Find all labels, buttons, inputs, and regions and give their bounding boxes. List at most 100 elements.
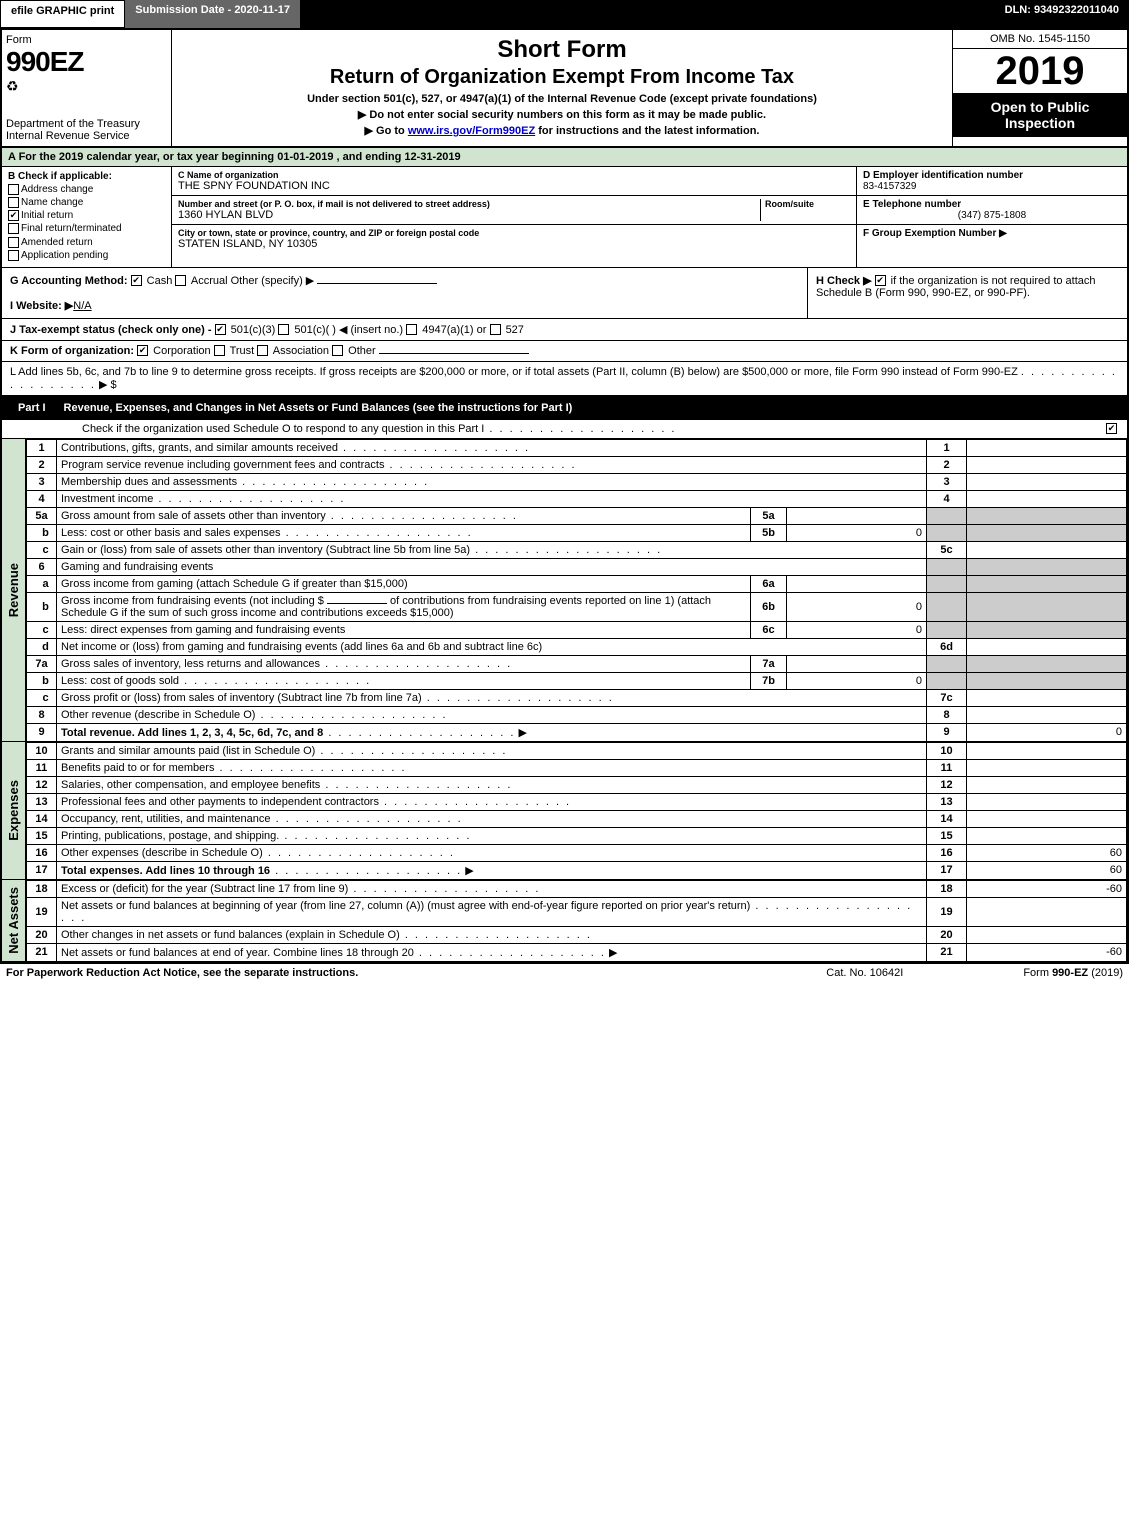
revenue-label: Revenue [6, 563, 21, 617]
g-accrual: Accrual [191, 275, 228, 287]
checkbox-icon[interactable] [8, 250, 19, 261]
line-amount [967, 793, 1127, 810]
line-num: c [27, 541, 57, 558]
inline-ref: 5a [751, 507, 787, 524]
k-assoc: Association [273, 345, 329, 357]
form-outer: Form 990EZ ♻ Department of the Treasury … [0, 28, 1129, 964]
shaded-cell [967, 655, 1127, 672]
line-num: 16 [27, 844, 57, 861]
checkbox-icon[interactable] [490, 324, 501, 335]
checkbox-icon[interactable] [214, 345, 225, 356]
line-2: 2Program service revenue including gover… [27, 456, 1127, 473]
period-end: 12-31-2019 [404, 151, 460, 163]
check-initial-return[interactable]: Initial return [8, 210, 165, 221]
topbar-spacer [300, 0, 995, 28]
check-address-change[interactable]: Address change [8, 184, 165, 195]
check-label: Initial return [21, 210, 73, 221]
checkbox-icon[interactable] [278, 324, 289, 335]
efile-tab[interactable]: efile GRAPHIC print [0, 0, 125, 28]
section-l: L Add lines 5b, 6c, and 7b to line 9 to … [2, 362, 1127, 396]
line-amount [967, 776, 1127, 793]
line-desc: Total expenses. Add lines 10 through 16 … [57, 861, 927, 879]
line-desc: Membership dues and assessments [57, 473, 927, 490]
section-h: H Check ▶ if the organization is not req… [807, 268, 1127, 318]
part-1-header: Part I Revenue, Expenses, and Changes in… [2, 396, 1127, 420]
line-num: 8 [27, 706, 57, 723]
tax-year: 2019 [953, 49, 1127, 93]
form-label: Form [6, 34, 167, 46]
net-assets-label: Net Assets [6, 887, 21, 954]
line-desc: Gross sales of inventory, less returns a… [57, 655, 751, 672]
line-num: c [27, 689, 57, 706]
dept-label: Department of the Treasury [6, 118, 167, 130]
title-main: Return of Organization Exempt From Incom… [182, 66, 942, 89]
line-6b: bGross income from fundraising events (n… [27, 592, 1127, 621]
omb-number: OMB No. 1545-1150 [953, 30, 1127, 49]
section-k: K Form of organization: Corporation Trus… [2, 341, 1127, 362]
line-amount [967, 439, 1127, 456]
check-application-pending[interactable]: Application pending [8, 250, 165, 261]
checkbox-icon[interactable] [8, 197, 19, 208]
g-cash: Cash [147, 275, 173, 287]
inline-ref: 7b [751, 672, 787, 689]
line-amount [967, 541, 1127, 558]
line-ref: 14 [927, 810, 967, 827]
entity-block: B Check if applicable: Address change Na… [2, 167, 1127, 268]
line-num: 10 [27, 742, 57, 759]
checkbox-icon[interactable] [175, 275, 186, 286]
inline-val [787, 575, 927, 592]
checkbox-icon[interactable] [257, 345, 268, 356]
header-right: OMB No. 1545-1150 2019 Open to Public In… [952, 30, 1127, 146]
line-6c: cLess: direct expenses from gaming and f… [27, 621, 1127, 638]
line-desc: Contributions, gifts, grants, and simila… [57, 439, 927, 456]
line-9: 9Total revenue. Add lines 1, 2, 3, 4, 5c… [27, 723, 1127, 741]
submission-date-tab: Submission Date - 2020-11-17 [125, 0, 300, 28]
checkbox-icon[interactable] [215, 324, 226, 335]
top-bar: efile GRAPHIC print Submission Date - 20… [0, 0, 1129, 28]
j-527: 527 [506, 324, 524, 336]
g-other-input[interactable] [317, 283, 437, 284]
line-ref: 1 [927, 439, 967, 456]
line-7c: cGross profit or (loss) from sales of in… [27, 689, 1127, 706]
irs-link[interactable]: www.irs.gov/Form990EZ [408, 125, 535, 137]
line-amount [967, 473, 1127, 490]
line-num: 12 [27, 776, 57, 793]
check-final-return[interactable]: Final return/terminated [8, 223, 165, 234]
line-num: 13 [27, 793, 57, 810]
line-amount [967, 810, 1127, 827]
check-amended-return[interactable]: Amended return [8, 237, 165, 248]
section-b: B Check if applicable: Address change Na… [2, 167, 172, 267]
checkbox-icon[interactable] [332, 345, 343, 356]
check-label: Final return/terminated [21, 224, 122, 235]
line-4: 4Investment income4 [27, 490, 1127, 507]
checkbox-icon[interactable] [8, 184, 19, 195]
shaded-cell [927, 575, 967, 592]
dln-label: DLN: 93492322011040 [995, 0, 1129, 28]
line-10: 10Grants and similar amounts paid (list … [27, 742, 1127, 759]
d-label: D Employer identification number [863, 170, 1121, 181]
checkbox-icon[interactable] [406, 324, 417, 335]
line-num: 21 [27, 943, 57, 961]
checkbox-icon[interactable] [1106, 423, 1117, 434]
checkbox-icon[interactable] [875, 275, 886, 286]
checkbox-icon[interactable] [131, 275, 142, 286]
line-ref: 6d [927, 638, 967, 655]
inline-val: 0 [787, 621, 927, 638]
line-desc: Professional fees and other payments to … [57, 793, 927, 810]
phone: (347) 875-1808 [863, 210, 1121, 221]
line-desc: Program service revenue including govern… [57, 456, 927, 473]
org-name: THE SPNY FOUNDATION INC [178, 180, 850, 192]
k-other-input[interactable] [379, 353, 529, 354]
checkbox-icon[interactable] [8, 223, 19, 234]
inline-ref: 6a [751, 575, 787, 592]
checkbox-icon[interactable] [137, 345, 148, 356]
section-g: G Accounting Method: Cash Accrual Other … [2, 268, 807, 318]
line-num: 4 [27, 490, 57, 507]
checkbox-icon[interactable] [8, 210, 19, 221]
shaded-cell [927, 524, 967, 541]
line-ref: 17 [927, 861, 967, 879]
check-name-change[interactable]: Name change [8, 197, 165, 208]
checkbox-icon[interactable] [8, 237, 19, 248]
l-arrow: ▶ $ [99, 379, 117, 391]
f-label: F Group Exemption Number ▶ [863, 228, 1121, 239]
